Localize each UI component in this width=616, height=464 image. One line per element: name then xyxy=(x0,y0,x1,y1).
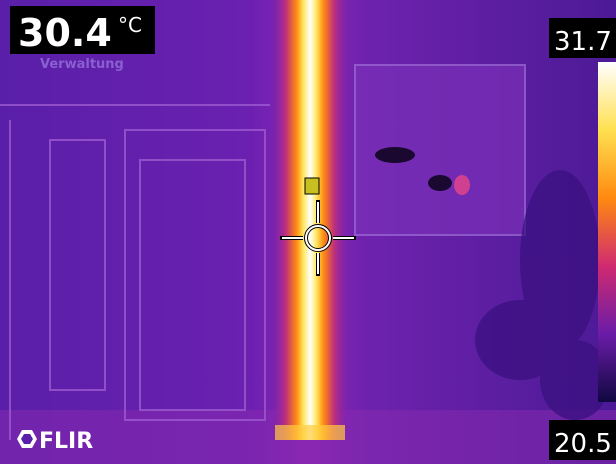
spot xyxy=(375,147,415,163)
hot-pipe xyxy=(270,0,350,440)
color-scale xyxy=(598,62,616,402)
scale-max: 31.7 xyxy=(554,27,612,57)
spot xyxy=(454,175,470,195)
logo: FLIR xyxy=(39,429,93,454)
page: 30.4 °C Verwaltung 31.7 20.5 FLIR (() =>… xyxy=(0,0,616,464)
scale-min: 20.5 xyxy=(554,429,612,459)
measurement-value: 30.4 xyxy=(18,11,112,55)
spot xyxy=(428,175,452,191)
pipe-base xyxy=(275,425,345,440)
measurement-unit: °C xyxy=(118,13,142,37)
location-label: Verwaltung xyxy=(40,57,124,72)
thermal-view: 30.4 °C Verwaltung 31.7 20.5 FLIR xyxy=(0,0,616,464)
spot-marker xyxy=(305,178,319,194)
